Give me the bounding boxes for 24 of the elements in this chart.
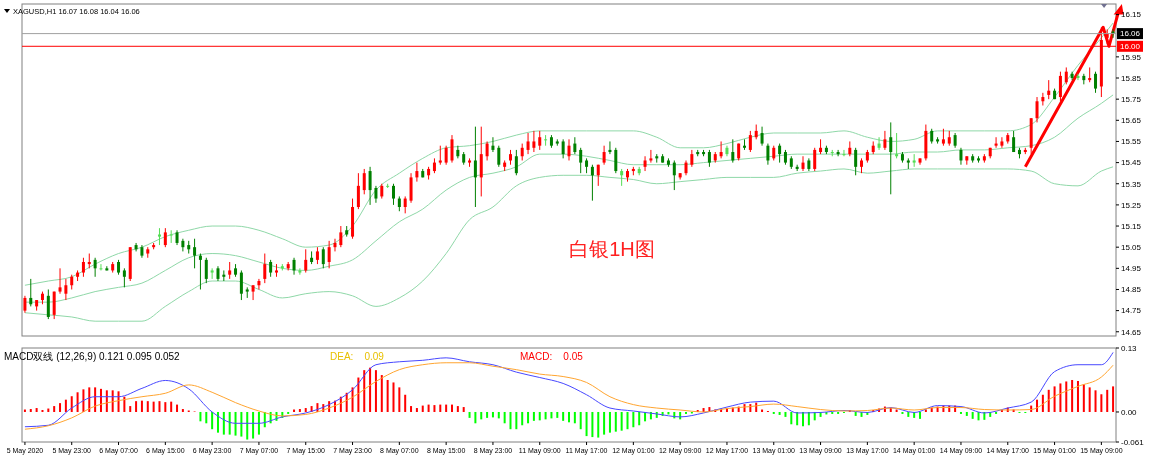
y-tick-label: 14.65	[1121, 327, 1142, 337]
y-tick-label: 15.85	[1121, 73, 1142, 83]
ref-line-label: 16.06	[1120, 29, 1141, 39]
y-tick-label: 0.00	[1121, 407, 1138, 417]
y-tick-label: 15.05	[1121, 242, 1142, 252]
annotation: DEA: 0.09	[330, 351, 385, 362]
y-tick-label: 15.15	[1121, 221, 1142, 231]
y-tick-label: 14.95	[1121, 264, 1142, 274]
y-tick-label: 15.65	[1121, 116, 1142, 126]
y-tick-label: 0.13	[1121, 343, 1138, 353]
y-tick-label: 15.55	[1121, 137, 1142, 147]
y-tick-label: 15.45	[1121, 158, 1142, 168]
y-tick-label: 14.85	[1121, 285, 1142, 295]
y-tick-label: 16.15	[1121, 10, 1142, 20]
ref-line-label: 16.00	[1120, 42, 1141, 52]
chart-title: MACD双线 (12,26,9) 0.121 0.095 0.052	[4, 351, 181, 362]
y-tick-label: 15.75	[1121, 94, 1142, 104]
y-tick-label: 15.25	[1121, 200, 1142, 210]
y-tick-label: -0.061	[1121, 437, 1145, 447]
y-tick-label: 15.35	[1121, 179, 1142, 189]
annotation: 白银1H图	[569, 238, 655, 260]
y-tick-label: 15.95	[1121, 52, 1142, 62]
y-tick-label: 14.75	[1121, 306, 1142, 316]
annotation: MACD: 0.05	[520, 351, 584, 362]
